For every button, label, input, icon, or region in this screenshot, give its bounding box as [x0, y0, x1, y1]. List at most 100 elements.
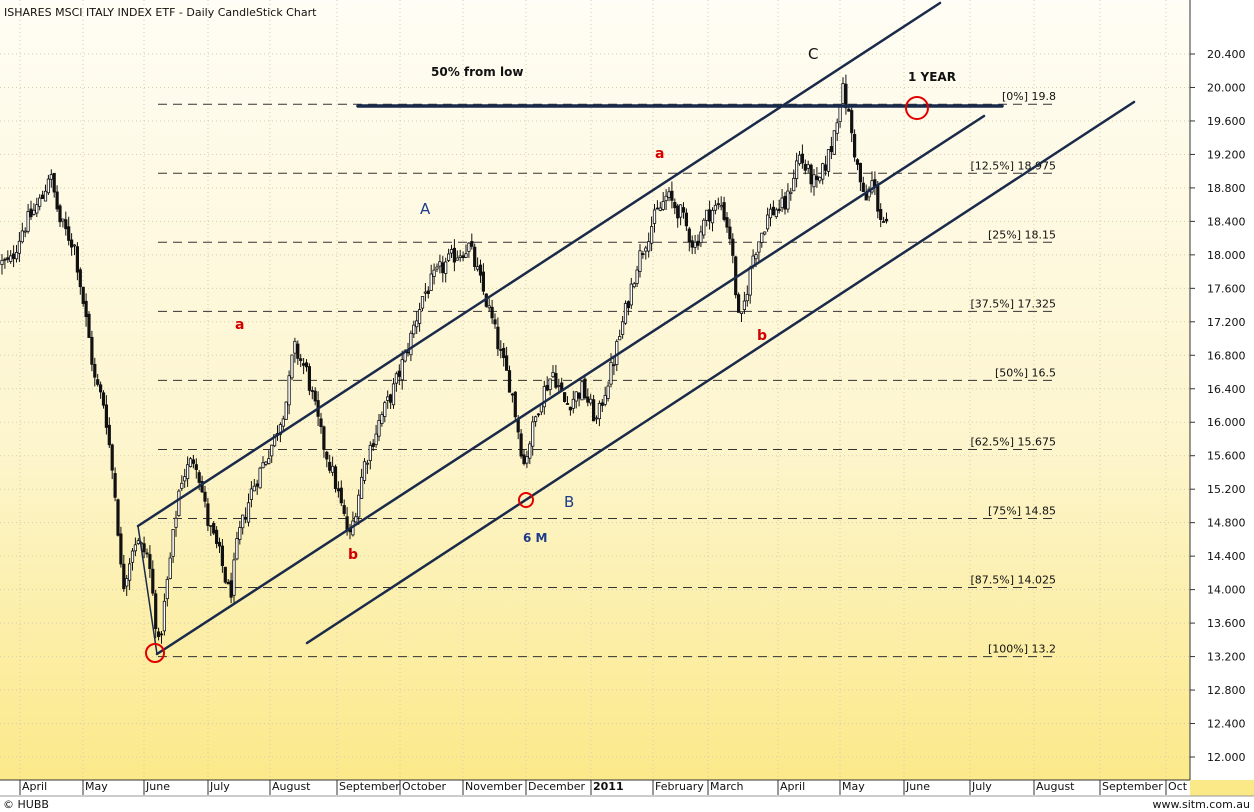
y-tick-label: 14.400 — [1207, 550, 1246, 563]
x-tick-label: April — [22, 780, 47, 793]
candle-body — [667, 191, 671, 198]
candle-body — [313, 390, 317, 402]
y-axis-panel — [1190, 0, 1254, 780]
candle-body — [681, 207, 686, 213]
candle-body — [235, 538, 239, 560]
candle-body — [652, 209, 657, 224]
candle-body — [168, 557, 172, 579]
candle-body — [821, 163, 825, 180]
y-tick-label: 20.000 — [1207, 81, 1246, 94]
candle-body — [14, 251, 19, 260]
candle-body — [3, 258, 7, 261]
candle-body — [6, 257, 10, 260]
candle-body — [870, 180, 874, 193]
candle-body — [200, 481, 204, 493]
candle-body — [847, 108, 851, 112]
candle-body — [832, 130, 836, 155]
candle-body — [844, 83, 848, 109]
candle-body — [101, 392, 106, 406]
candle-body — [43, 190, 48, 202]
candle-body — [107, 424, 111, 446]
footer-copyright: © HUBB — [3, 798, 49, 811]
candle-body — [104, 404, 108, 428]
candle-body — [287, 375, 291, 406]
x-tick-label: July — [971, 780, 992, 793]
candle-body — [475, 266, 480, 270]
x-tick-label: September — [339, 780, 400, 793]
candle-body — [606, 385, 610, 399]
candle-body — [171, 529, 175, 557]
candle-body — [17, 240, 22, 254]
candle-body — [879, 208, 883, 220]
candle-body — [467, 242, 471, 252]
candle-body — [127, 563, 132, 581]
candle-body — [151, 568, 155, 594]
fib-label: [62.5%] 15.675 — [970, 435, 1056, 448]
candle-body — [116, 499, 120, 536]
one-year-marker-circle — [905, 96, 929, 120]
y-tick-label: 12.400 — [1207, 718, 1246, 731]
fib-label: [75%] 14.85 — [988, 504, 1056, 517]
candle-body — [226, 581, 230, 585]
candle-body — [835, 122, 839, 134]
candle-body — [487, 305, 491, 309]
candle-body — [307, 366, 312, 391]
candle-body — [534, 416, 538, 422]
candle-body — [557, 385, 561, 387]
candle-body — [255, 483, 259, 487]
candle-body — [481, 271, 486, 292]
x-axis-panel — [0, 780, 1190, 796]
candle-body — [525, 456, 529, 464]
y-tick-label: 14.800 — [1207, 517, 1246, 530]
candle-body — [542, 386, 546, 408]
candle-body — [374, 433, 378, 446]
wave-label-a-first: a — [235, 317, 244, 333]
candle-body — [571, 398, 575, 409]
candle-body — [829, 146, 834, 152]
candle-body — [299, 358, 303, 361]
candle-body — [420, 296, 425, 309]
candle-body — [444, 261, 448, 274]
candle-body — [513, 391, 517, 418]
candle-body — [64, 219, 68, 230]
x-tick-label: April — [780, 780, 805, 793]
candle-body — [693, 241, 697, 248]
candle-body — [41, 194, 45, 199]
candle-body — [858, 162, 863, 183]
candle-body — [768, 208, 773, 219]
candle-body — [824, 164, 828, 171]
candle-body — [417, 309, 422, 324]
candle-body — [229, 580, 233, 598]
candle-body — [397, 370, 401, 377]
candle-body — [499, 348, 503, 351]
candle-body — [78, 269, 82, 288]
x-tick-label: 2011 — [593, 780, 624, 793]
low-marker-circle — [145, 643, 165, 663]
candle-body — [261, 462, 265, 469]
candle-body — [122, 563, 126, 590]
candle-body — [328, 461, 332, 471]
candle-body — [676, 205, 680, 219]
candle-body — [162, 600, 166, 632]
y-tick-label: 15.600 — [1207, 450, 1246, 463]
candle-body — [148, 554, 152, 569]
candle-body — [812, 174, 816, 188]
candle-body — [519, 433, 523, 457]
candle-body — [330, 465, 335, 473]
candle-body — [699, 231, 703, 244]
candle-body — [507, 370, 512, 393]
candle-body — [455, 257, 459, 261]
candle-body — [415, 320, 419, 328]
candle-body — [458, 255, 462, 258]
y-tick-label: 13.600 — [1207, 617, 1246, 630]
candle-body — [780, 197, 784, 209]
y-tick-label: 20.400 — [1207, 48, 1246, 61]
candle-body — [26, 211, 30, 232]
candle-body — [725, 217, 729, 228]
candle-body — [386, 396, 390, 401]
candle-body — [774, 209, 778, 218]
candle-body — [716, 203, 720, 206]
candle-body — [766, 214, 770, 230]
candle-body — [882, 221, 886, 223]
candle-body — [449, 249, 454, 254]
